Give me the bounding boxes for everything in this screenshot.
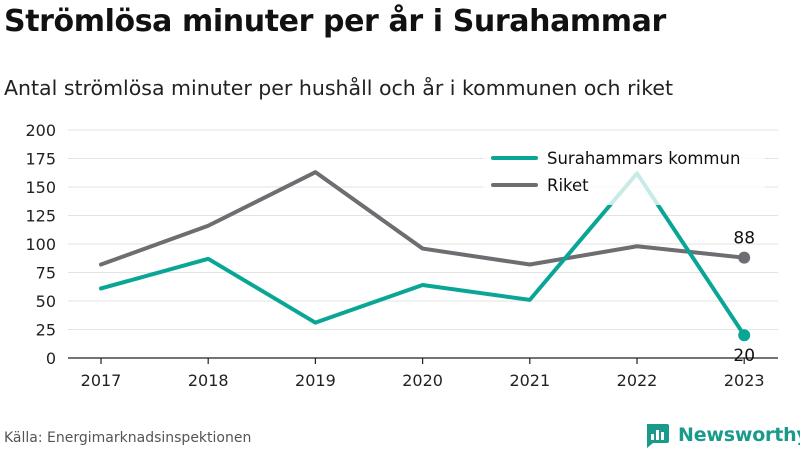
y-tick-label: 150	[25, 178, 56, 197]
legend-background	[483, 143, 765, 205]
legend-label: Surahammars kommun	[547, 149, 740, 168]
chart-title: Strömlösa minuter per år i Surahammar	[4, 4, 666, 39]
y-tick-label: 75	[36, 264, 56, 283]
y-tick-label: 200	[25, 121, 56, 140]
y-tick-label: 100	[25, 235, 56, 254]
legend: Surahammars kommun Riket	[483, 143, 765, 205]
source-note: Källa: Energimarknadsinspektionen	[4, 430, 252, 446]
y-tick-label: 175	[25, 150, 56, 169]
x-tick-label: 2019	[295, 371, 336, 390]
y-tick-label: 125	[25, 207, 56, 226]
chart-subtitle: Antal strömlösa minuter per hushåll och …	[4, 76, 673, 100]
x-tick-label: 2022	[617, 371, 658, 390]
y-tick-label: 0	[46, 349, 56, 368]
series-line	[99, 170, 747, 267]
y-tick-label: 25	[36, 321, 56, 340]
y-tick-label: 50	[36, 292, 56, 311]
x-tick-label: 2023	[724, 371, 765, 390]
brand-name: Newsworthy	[678, 424, 800, 446]
end-value-label: 88	[733, 229, 755, 249]
end-point-marker	[738, 251, 751, 264]
legend-label: Riket	[547, 176, 589, 195]
brand-logo: Newsworthy	[644, 420, 800, 450]
x-tick-label: 2018	[188, 371, 229, 390]
x-tick-label: 2020	[402, 371, 443, 390]
end-point-marker	[738, 329, 751, 342]
newsworthy-logo-icon	[647, 424, 669, 448]
x-tick-label: 2017	[81, 371, 122, 390]
x-tick-label: 2021	[509, 371, 550, 390]
end-value-label: 20	[733, 346, 755, 366]
